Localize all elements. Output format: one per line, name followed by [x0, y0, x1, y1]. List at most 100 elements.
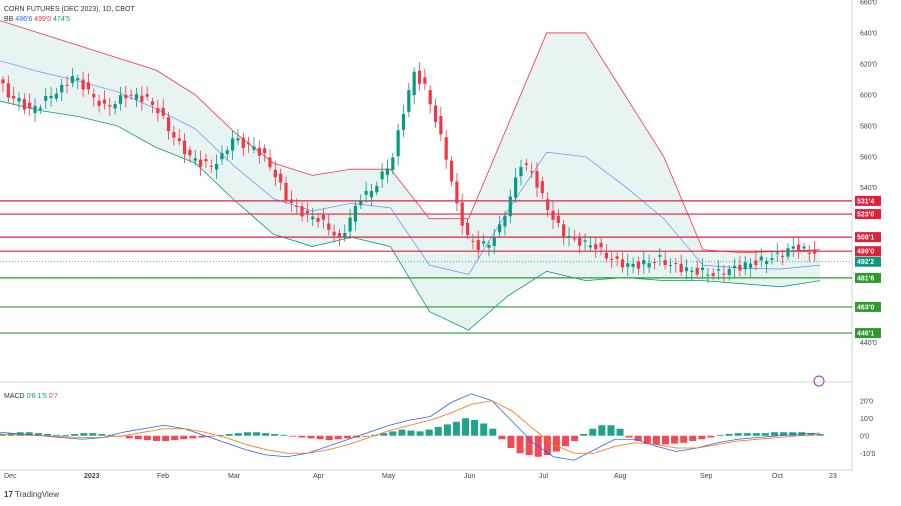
candle-body: [391, 157, 395, 170]
candle-body: [353, 205, 358, 222]
macd-hist-bar: [307, 435, 315, 439]
tradingview-logo-icon: 17: [4, 490, 13, 499]
level-label-4: 492'2: [857, 259, 874, 266]
candle-body: [530, 171, 534, 173]
level-tag-3: [855, 246, 881, 257]
macd-hist-bar: [416, 431, 424, 436]
candle-body: [658, 255, 662, 257]
candle-body: [610, 259, 614, 261]
candle-body: [118, 95, 123, 104]
candle-body: [722, 273, 726, 275]
candle-body: [588, 245, 592, 248]
candle-body: [401, 114, 406, 130]
candle-body: [305, 210, 309, 214]
candle-body: [759, 256, 763, 261]
level-label-2: 508'1: [857, 235, 874, 242]
macd-hist-bar: [771, 432, 779, 436]
candle-body: [433, 105, 438, 122]
macd-hist-bar: [634, 435, 642, 441]
candle-body: [247, 143, 251, 145]
candle-body: [695, 267, 699, 275]
candle-body: [604, 252, 609, 259]
macd-hist-bar: [598, 425, 606, 436]
candle-body: [204, 159, 208, 162]
candle-body: [711, 273, 715, 276]
candle-body: [455, 181, 459, 204]
candle-body: [428, 90, 432, 105]
macd-hist-bar: [343, 435, 351, 439]
chart-title: CORN FUTURES (DEC 2023), 1D, CBOT: [4, 6, 135, 13]
time-label-5: May: [382, 473, 396, 480]
macd-tick-1: 10'0: [860, 416, 873, 423]
candle-body: [385, 168, 390, 175]
candle-body: [791, 246, 795, 249]
macd-hist-bar: [252, 432, 260, 436]
tradingview-logo[interactable]: 17 TradingView: [4, 490, 59, 499]
macd-hist-bar: [389, 431, 397, 436]
level-label-7: 446'1: [857, 331, 874, 338]
candle-body: [797, 244, 801, 251]
macd-hist-bar: [761, 433, 769, 436]
macd-hist-bar: [625, 435, 633, 438]
candle-body: [33, 105, 37, 114]
macd-hist-bar: [125, 435, 133, 439]
candle-body: [359, 200, 363, 206]
candle-body: [198, 159, 203, 167]
macd-label: MACD: [4, 393, 25, 400]
time-label-1: 2023: [84, 473, 100, 480]
time-label-3: Mar: [228, 473, 241, 480]
candle-body: [268, 157, 272, 168]
bb-lower-value: 474'5: [53, 16, 70, 23]
candle-body: [423, 77, 427, 84]
macd-line-value: 1'5: [37, 393, 47, 400]
candle-body: [124, 94, 128, 99]
macd-hist-bar: [207, 435, 215, 437]
candle-body: [380, 171, 384, 180]
macd-hist-bar: [498, 435, 506, 440]
candle-body: [81, 79, 85, 90]
candle-body: [444, 137, 448, 160]
candle-body: [551, 210, 555, 220]
macd-hist-bar: [225, 434, 233, 436]
macd-hist-bar: [189, 435, 197, 439]
candle-body: [546, 199, 550, 210]
candle-body: [134, 94, 139, 100]
candle-body: [583, 240, 587, 242]
candle-body: [263, 148, 267, 154]
candle-body: [781, 255, 785, 257]
macd-hist-bar: [280, 434, 288, 436]
macd-hist-bar: [289, 435, 297, 437]
candle-body: [492, 237, 496, 246]
price-tick-2: 620'0: [860, 61, 877, 68]
candle-body: [748, 263, 753, 268]
candle-body: [743, 262, 747, 270]
candle-body: [508, 196, 512, 217]
macd-hist-bar: [89, 433, 97, 436]
price-tick-7: 440'0: [860, 340, 877, 347]
macd-hist-bar: [134, 435, 142, 440]
bb-legend[interactable]: BB 486'6 499'0 474'5: [4, 16, 70, 23]
macd-hist-bar: [589, 428, 597, 436]
candle-body: [252, 146, 256, 150]
candle-body: [364, 190, 368, 195]
time-label-8: Aug: [614, 473, 627, 480]
candle-body: [193, 158, 197, 161]
candle-body: [348, 217, 352, 232]
tradingview-brand-text: TradingView: [14, 490, 60, 499]
candle-body: [220, 152, 224, 160]
candle-body: [76, 78, 80, 81]
candle-body: [327, 223, 331, 230]
candle-body: [700, 267, 705, 270]
alert-icon[interactable]: [813, 375, 825, 387]
level-tag-7: [855, 328, 881, 339]
candle-body: [150, 101, 155, 105]
macd-hist-bar: [180, 435, 188, 440]
macd-hist-bar: [462, 418, 470, 436]
level-label-3: 499'0: [857, 249, 874, 256]
time-label-11: 23: [829, 473, 837, 480]
macd-hist-bar: [571, 435, 579, 441]
macd-legend[interactable]: MACD 0'6 1'5 0'7: [4, 393, 58, 400]
macd-hist-bar: [471, 420, 479, 436]
candle-body: [481, 241, 486, 244]
